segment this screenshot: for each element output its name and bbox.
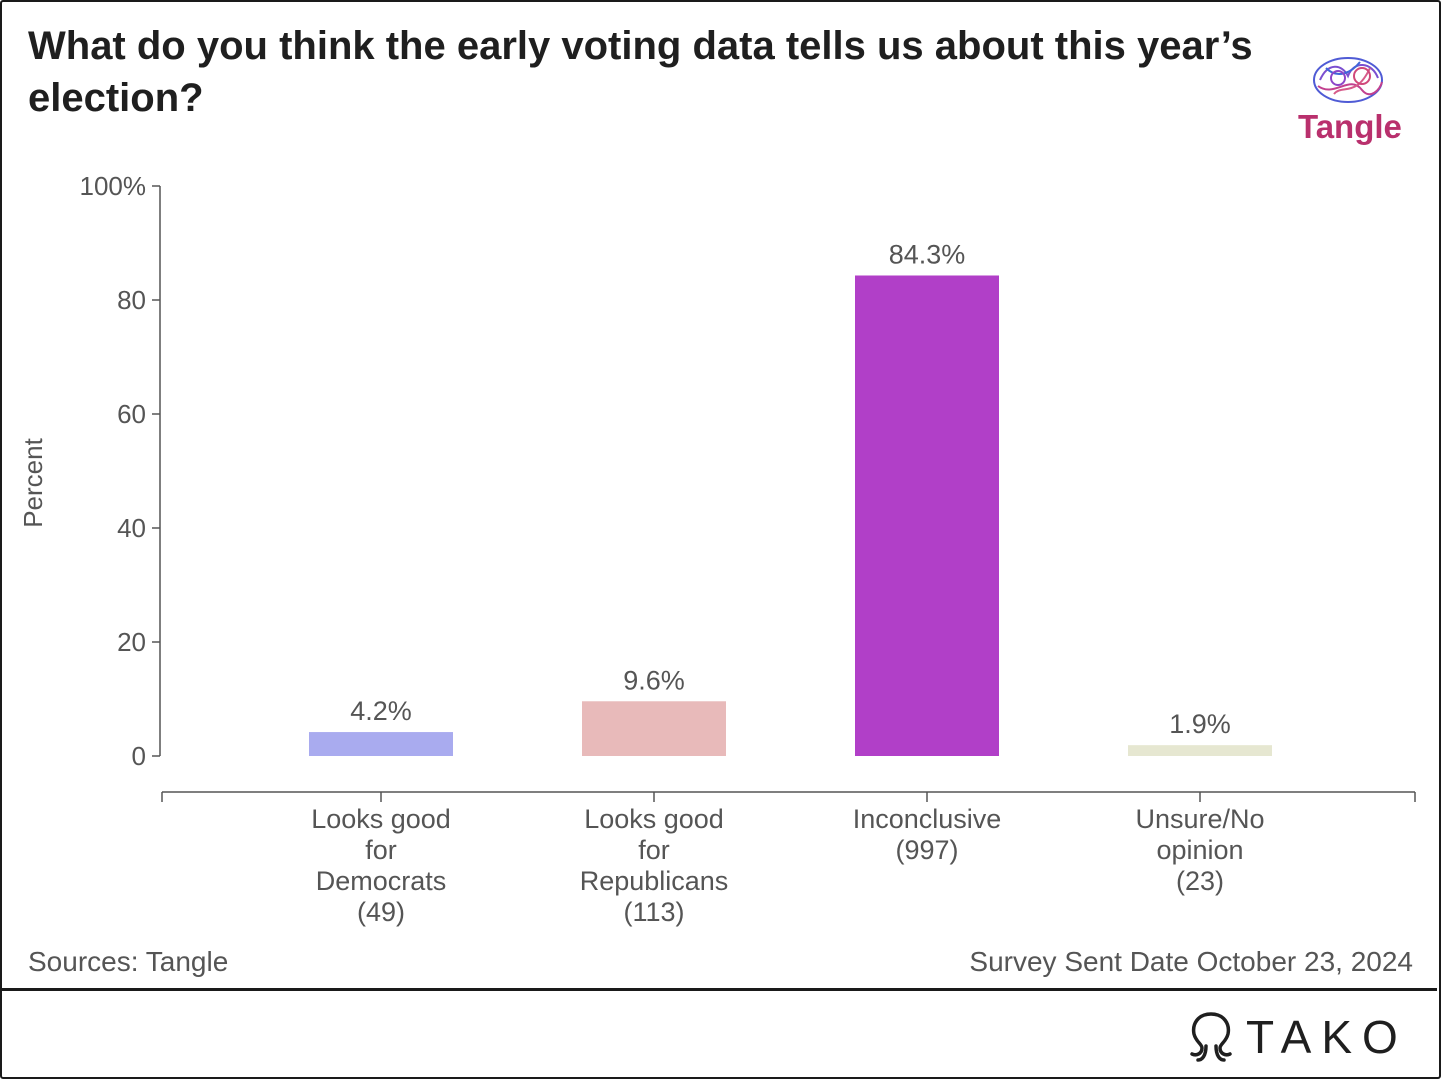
- x-category-label: for: [365, 835, 397, 865]
- x-category-label: opinion: [1156, 835, 1243, 865]
- octopus-icon: [1190, 1012, 1232, 1062]
- bar: [1128, 745, 1272, 756]
- tako-wordmark: TAKO: [1246, 1011, 1408, 1063]
- bar-value-label: 4.2%: [350, 696, 412, 726]
- bar: [309, 732, 453, 756]
- date-note: Survey Sent Date October 23, 2024: [969, 946, 1413, 977]
- y-axis-title: Percent: [18, 437, 48, 527]
- y-tick-label: 40: [117, 513, 146, 543]
- source-note: Sources: Tangle: [28, 946, 229, 977]
- x-category-label: (23): [1176, 866, 1224, 896]
- x-category-label: Republicans: [580, 866, 729, 896]
- x-category-label: Looks good: [311, 804, 451, 834]
- bar: [855, 275, 999, 756]
- bar-value-label: 84.3%: [889, 239, 966, 269]
- bar: [582, 701, 726, 756]
- brain-icon: [1313, 57, 1383, 103]
- chart-title: What do you think the early voting data …: [28, 24, 1253, 120]
- y-tick-label: 20: [117, 627, 146, 657]
- y-tick-label: 0: [132, 741, 146, 771]
- x-category-label: (49): [357, 897, 405, 927]
- x-category-label: Inconclusive: [853, 804, 1002, 834]
- brand-wordmark: Tangle: [1298, 108, 1402, 145]
- x-category-label: for: [638, 835, 670, 865]
- x-category-label: (113): [623, 897, 684, 927]
- x-category-label: Democrats: [316, 866, 447, 896]
- y-tick-label: 80: [117, 285, 146, 315]
- x-category-label: Unsure/No: [1135, 804, 1264, 834]
- bar-value-label: 9.6%: [623, 665, 685, 695]
- x-category-label: (997): [895, 835, 958, 865]
- tangle-logo: Tangle: [1298, 57, 1402, 145]
- x-category-label: Looks good: [584, 804, 724, 834]
- tako-logo[interactable]: TAKO: [1186, 1008, 1408, 1066]
- y-tick-label: 100%: [80, 171, 147, 201]
- bar-value-label: 1.9%: [1169, 709, 1231, 739]
- y-tick-label: 60: [117, 399, 146, 429]
- footer-divider: [0, 988, 1437, 991]
